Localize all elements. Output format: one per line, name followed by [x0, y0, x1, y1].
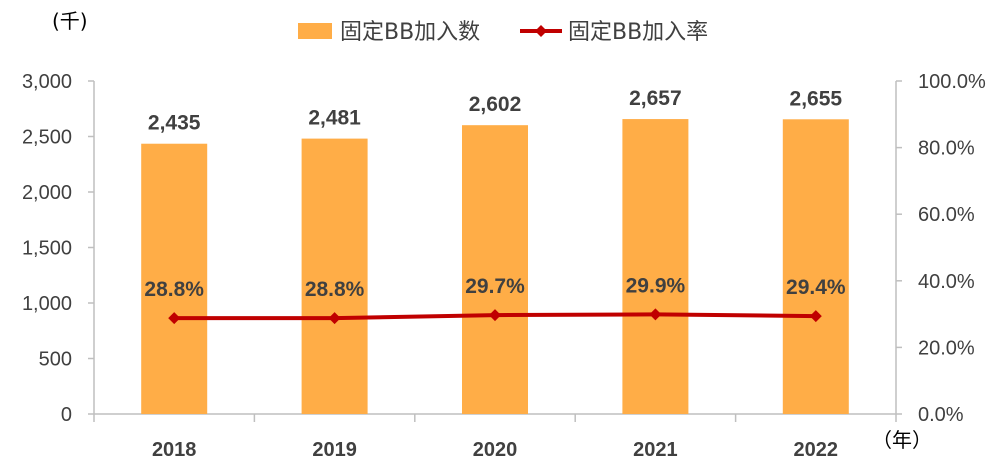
x-axis-tick-label: 2020	[473, 439, 518, 461]
line-point	[168, 312, 181, 325]
line-data-label: 28.8%	[305, 278, 365, 301]
right-axis-tick-label: 100.0%	[918, 71, 986, 93]
line-data-label: 29.7%	[465, 275, 525, 298]
right-axis-tick-label: 40.0%	[918, 271, 975, 293]
right-axis-tick-label: 0.0%	[918, 404, 964, 426]
right-axis-tick-label: 60.0%	[918, 204, 975, 226]
x-axis-tick-label: 2018	[152, 439, 197, 461]
left-axis-tick-label: 500	[39, 349, 72, 371]
line-point	[649, 308, 662, 321]
axes: 3,000 2,500 2,000 1,500 1,000 500 0 100.0% 80.0%…	[22, 71, 986, 461]
bar-data-label: 2,435	[148, 112, 201, 135]
legend-swatch-marker	[535, 25, 547, 37]
bar	[301, 138, 368, 414]
left-axis-tick-label: 1,000	[22, 293, 72, 315]
legend-swatch-bar	[298, 23, 332, 39]
line-data-label: 29.4%	[786, 276, 846, 299]
x-axis-tick-label: 2019	[312, 439, 357, 461]
line-point	[328, 312, 341, 325]
data-labels: 2,435 2,481 2,602 2,657 2,655 28.8% 28.8% 29.7%…	[144, 87, 845, 301]
bar	[782, 119, 849, 415]
bar	[141, 143, 208, 414]
x-axis-tick-label: 2022	[794, 439, 839, 461]
legend: 固定BB加入数 固定BB加入率	[298, 20, 708, 45]
line-data-label: 28.8%	[144, 278, 204, 301]
bar-data-label: 2,655	[790, 87, 843, 110]
left-axis-tick-label: 0	[61, 404, 72, 426]
legend-label-line: 固定BB加入率	[568, 20, 708, 45]
legend-label-bar: 固定BB加入数	[340, 20, 480, 45]
left-axis-tick-label: 3,000	[22, 71, 72, 93]
x-axis-tick-label: 2021	[633, 439, 678, 461]
bar-series	[141, 119, 849, 415]
bar-data-label: 2,481	[308, 107, 361, 130]
right-axis-tick-label: 20.0%	[918, 337, 975, 359]
line-data-label: 29.9%	[626, 274, 686, 297]
left-axis-tick-label: 2,500	[22, 127, 72, 149]
bar	[462, 125, 528, 414]
left-axis-tick-label: 1,500	[22, 238, 72, 260]
left-axis-unit-label: (千)	[52, 9, 88, 33]
bar	[622, 119, 689, 414]
line-point	[809, 310, 822, 323]
bar-data-label: 2,602	[469, 93, 522, 116]
right-axis-tick-label: 80.0%	[918, 138, 975, 160]
x-axis-unit-label: （年）	[872, 428, 932, 452]
line-point	[489, 309, 501, 322]
left-axis-tick-label: 2,000	[22, 182, 72, 204]
bar-data-label: 2,657	[629, 87, 682, 110]
line-series	[168, 308, 822, 325]
